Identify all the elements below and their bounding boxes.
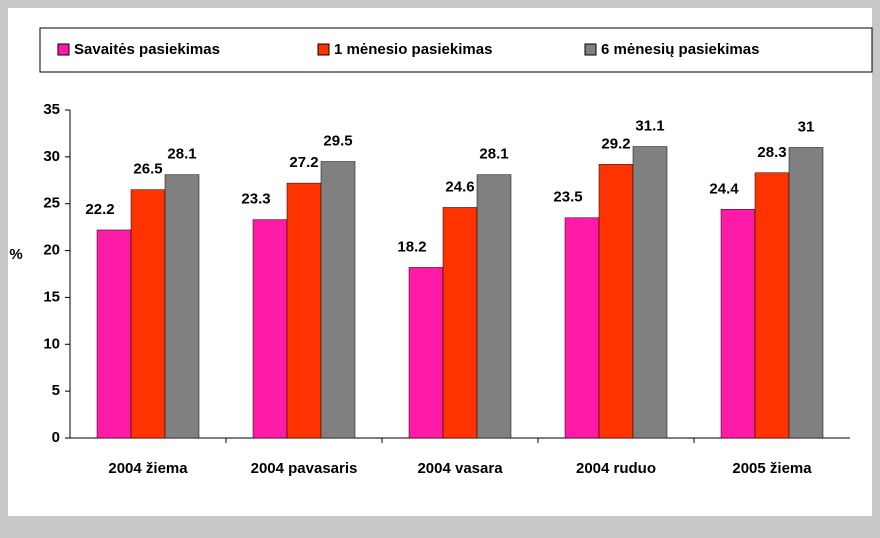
data-label: 22.2 xyxy=(85,201,114,218)
bar xyxy=(252,219,288,439)
x-tick-label: 2004 žiema xyxy=(108,460,188,477)
data-label: 28.1 xyxy=(167,146,196,163)
y-tick-label: 30 xyxy=(43,148,60,165)
y-tick-label: 0 xyxy=(52,429,60,446)
data-label: 29.5 xyxy=(323,133,352,150)
data-label: 24.4 xyxy=(709,180,739,197)
bar xyxy=(788,147,824,439)
y-tick-label: 5 xyxy=(52,382,60,399)
x-tick-label: 2005 žiema xyxy=(732,460,812,477)
bar xyxy=(632,146,668,439)
y-tick-label: 20 xyxy=(43,242,60,259)
y-tick-label: 25 xyxy=(43,195,60,212)
data-label: 23.5 xyxy=(553,189,582,206)
bar xyxy=(286,182,322,439)
y-tick-label: 10 xyxy=(43,335,60,352)
data-label: 26.5 xyxy=(133,161,162,178)
bar xyxy=(408,267,444,439)
data-label: 24.6 xyxy=(445,178,474,195)
data-label: 31.1 xyxy=(635,118,664,135)
data-label: 23.3 xyxy=(241,191,270,208)
legend-swatch xyxy=(57,43,70,56)
data-label: 28.3 xyxy=(757,144,786,161)
bar xyxy=(476,174,512,439)
legend-box xyxy=(39,27,873,73)
bar xyxy=(442,207,478,439)
bar xyxy=(130,189,166,439)
bar xyxy=(164,174,200,439)
x-tick-label: 2004 pavasaris xyxy=(250,460,358,477)
legend-label: Savaitės pasiekimas xyxy=(74,41,220,58)
legend-swatch xyxy=(584,43,597,56)
data-label: 18.2 xyxy=(397,238,426,255)
bar xyxy=(598,164,634,439)
bar xyxy=(754,172,790,439)
data-label: 28.1 xyxy=(479,146,508,163)
legend-label: 6 mėnesių pasiekimas xyxy=(601,41,759,58)
data-label: 31 xyxy=(798,118,815,135)
x-tick-label: 2004 ruduo xyxy=(575,460,657,477)
y-tick-label: 35 xyxy=(43,101,60,118)
bar xyxy=(96,229,132,439)
bar xyxy=(564,217,600,439)
data-label: 27.2 xyxy=(289,154,318,171)
y-axis-label: % xyxy=(9,246,22,263)
legend-label: 1 mėnesio pasiekimas xyxy=(334,41,492,58)
legend-swatch xyxy=(317,43,330,56)
bar xyxy=(320,161,356,439)
bar xyxy=(720,209,756,439)
data-label: 29.2 xyxy=(601,135,630,152)
x-tick-label: 2004 vasara xyxy=(417,460,503,477)
y-tick-label: 15 xyxy=(43,288,60,305)
